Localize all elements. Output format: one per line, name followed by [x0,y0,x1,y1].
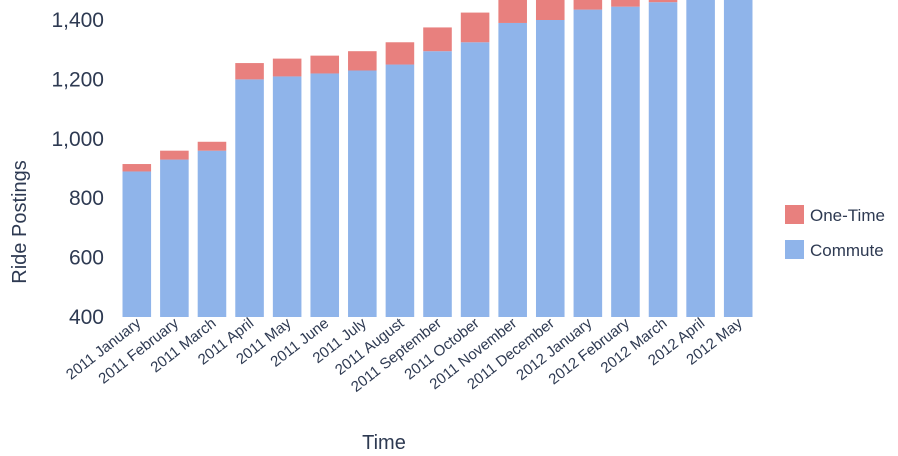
bar-one-time [535,0,565,21]
bar-one-time [348,51,377,71]
bar-one-time [460,12,490,43]
bar-one-time [122,164,152,172]
bar-one-time [197,141,227,151]
bar-one-time [160,150,189,160]
bar-one-time [310,55,340,74]
bar-commute [423,51,452,317]
y-tick-label: 1,200 [51,68,104,91]
bar-commute [686,0,715,318]
legend-swatch [785,205,804,224]
bar-commute [498,22,527,317]
y-axis-title: Ride Postings [9,160,31,283]
bar-commute [573,9,603,318]
y-tick-label: 1,000 [51,128,104,151]
y-tick-label: 600 [69,247,104,270]
bar-commute [310,73,340,318]
bar-commute [611,6,640,317]
legend-label: One-Time [810,206,885,225]
y-tick-label: 800 [69,187,104,210]
y-axis-ticks: 400 600 800 1,000 1,200 1,400 [51,9,104,329]
bar-one-time [573,0,603,10]
bar-commute [535,20,565,317]
bar-one-time [611,0,640,7]
y-tick-label: 400 [69,306,104,329]
bar-one-time [648,0,678,3]
bar-commute [197,150,227,317]
legend-swatch [785,240,804,259]
bar-commute [122,171,152,317]
bar-one-time [423,27,452,52]
bar-commute [460,42,490,318]
x-axis-title: Time [362,432,406,454]
legend-label: Commute [810,241,884,260]
bar-one-time [235,63,264,80]
bar-one-time [385,42,415,65]
bar-commute [648,2,678,318]
bar-one-time [272,58,302,77]
bar-commute [160,159,189,317]
bar-commute [235,79,264,318]
y-tick-label: 1,400 [51,9,104,32]
bars [122,0,753,318]
legend: One-Time Commute [785,205,885,260]
bar-commute [385,64,415,317]
bar-commute [348,70,377,318]
bar-commute [723,0,753,317]
bar-commute [272,76,302,318]
bar-one-time [498,0,527,23]
